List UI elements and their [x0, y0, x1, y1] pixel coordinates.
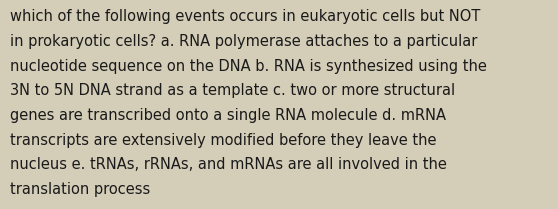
Text: nucleotide sequence on the DNA b. RNA is synthesized using the: nucleotide sequence on the DNA b. RNA is…	[10, 59, 487, 74]
Text: genes are transcribed onto a single RNA molecule d. mRNA: genes are transcribed onto a single RNA …	[10, 108, 446, 123]
Text: which of the following events occurs in eukaryotic cells but NOT: which of the following events occurs in …	[10, 9, 480, 24]
Text: 3N to 5N DNA strand as a template c. two or more structural: 3N to 5N DNA strand as a template c. two…	[10, 83, 455, 98]
Text: translation process: translation process	[10, 182, 150, 197]
Text: in prokaryotic cells? a. RNA polymerase attaches to a particular: in prokaryotic cells? a. RNA polymerase …	[10, 34, 478, 49]
Text: transcripts are extensively modified before they leave the: transcripts are extensively modified bef…	[10, 133, 436, 148]
Text: nucleus e. tRNAs, rRNAs, and mRNAs are all involved in the: nucleus e. tRNAs, rRNAs, and mRNAs are a…	[10, 157, 447, 172]
